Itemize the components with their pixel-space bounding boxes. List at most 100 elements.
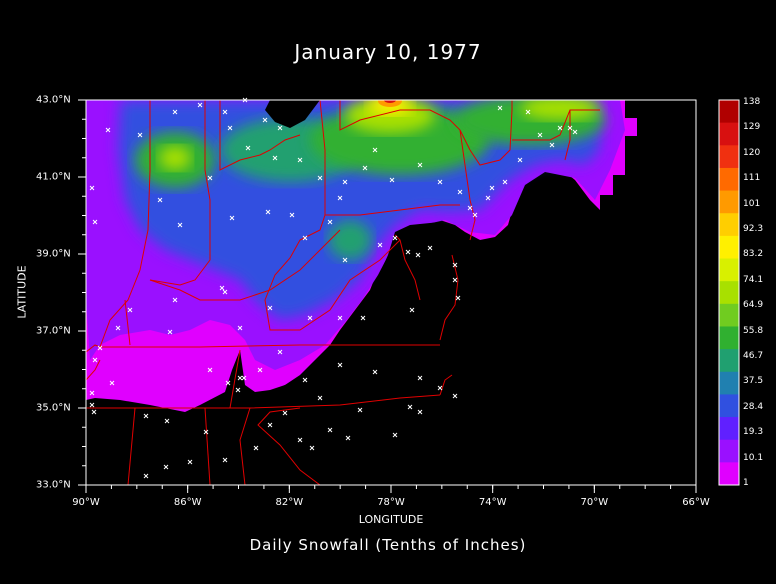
station-marker [97,345,103,351]
colorbar-segment [719,417,739,441]
station-marker [289,212,295,218]
station-marker [257,367,263,373]
station-marker [219,285,225,291]
station-marker [572,129,578,135]
colorbar-label: 1 [743,478,749,488]
snow-patch-orange [378,100,402,107]
station-marker [467,205,473,211]
colorbar-label: 64.9 [743,300,764,311]
station-marker [307,315,313,321]
station-marker [309,445,315,451]
station-marker [207,367,213,373]
station-marker [91,409,97,415]
station-marker [297,437,303,443]
x-tick-label: 86°W [173,497,202,508]
frame-ticks [78,99,697,493]
station-marker [497,105,503,111]
station-marker [89,390,95,396]
y-tick-label: 39.0°N [36,248,71,260]
station-marker [342,257,348,263]
station-marker [227,125,233,131]
y-axis-label: LATITUDE [15,265,29,319]
station-marker [342,179,348,185]
station-marker [172,109,178,115]
colorbar-frame [718,99,740,486]
colorbar-segment [719,190,739,214]
station-marker [437,385,443,391]
station-marker [549,142,555,148]
x-tick-label: 70°W [580,497,609,508]
station-marker [407,404,413,410]
station-marker [222,109,228,115]
station-markers [89,97,578,479]
station-marker [457,189,463,195]
station-marker [345,435,351,441]
station-marker [265,209,271,215]
station-marker [92,357,98,363]
station-marker [237,375,243,381]
station-marker [203,429,209,435]
station-marker [417,375,423,381]
colorbar-label: 10.1 [743,452,764,463]
station-marker [317,175,323,181]
y-tick-label: 43.0°N [36,94,71,106]
station-marker [405,249,411,255]
station-marker [392,235,398,241]
station-marker [437,179,443,185]
y-tick-label: 41.0°N [36,171,71,183]
colorbar-label: 111 [743,173,761,184]
station-marker [567,125,573,131]
station-marker [327,219,333,225]
station-marker [277,349,283,355]
colorbar-label: 46.7 [743,351,764,361]
colorbar-segment [719,303,739,327]
station-marker [372,147,378,153]
station-marker [357,407,363,413]
station-marker [302,235,308,241]
station-marker [537,132,543,138]
snow-patch-red [384,100,396,103]
colorbar-label: 129 [743,122,761,133]
station-marker [187,459,193,465]
station-marker [489,185,495,191]
colorbar-label: 138 [743,97,761,107]
station-marker [262,117,268,123]
colorbar-label: 92.3 [743,224,764,234]
station-marker [197,102,203,108]
colorbar-segment [719,100,739,124]
colorbar-segment [719,122,739,146]
station-marker [177,222,183,228]
station-marker [452,262,458,268]
station-marker [172,297,178,303]
y-tick-label: 37.0°N [36,325,71,337]
station-marker [327,427,333,433]
snow-patch-yellowgreen-1 [159,146,191,170]
station-marker [167,329,173,335]
colorbar-label: 101 [743,198,761,209]
station-marker [109,380,115,386]
station-marker [267,305,273,311]
station-marker [417,162,423,168]
station-marker [89,402,95,408]
station-marker [417,409,423,415]
station-marker [115,325,121,331]
colorbar [719,100,739,486]
station-marker [392,432,398,438]
colorbar-segment [719,167,739,192]
station-marker [143,413,149,419]
colorbar-label: 83.2 [743,249,764,260]
colorbar-segment [719,213,739,237]
station-marker [207,175,213,181]
x-tick-label: 74°W [478,497,507,508]
y-tick-label: 35.0°N [36,402,71,414]
station-marker [452,277,458,283]
station-marker [337,195,343,201]
map-title: January 10, 1977 [294,40,482,64]
station-marker [525,109,531,115]
colorbar-label: 37.5 [743,376,764,387]
station-marker [362,165,368,171]
x-tick-label: 78°W [377,497,405,508]
map-subtitle: Daily Snowfall (Tenths of Inches) [249,536,527,554]
station-marker [229,215,235,221]
